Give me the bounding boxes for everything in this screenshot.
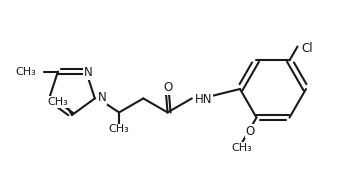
- Text: N: N: [84, 66, 92, 79]
- Text: Cl: Cl: [302, 42, 313, 55]
- Text: O: O: [246, 125, 255, 138]
- Text: O: O: [163, 81, 172, 94]
- Text: CH₃: CH₃: [48, 97, 68, 107]
- Text: CH₃: CH₃: [231, 143, 252, 153]
- Text: CH₃: CH₃: [15, 67, 36, 77]
- Text: HN: HN: [195, 93, 212, 106]
- Text: N: N: [98, 91, 107, 104]
- Text: CH₃: CH₃: [109, 124, 129, 134]
